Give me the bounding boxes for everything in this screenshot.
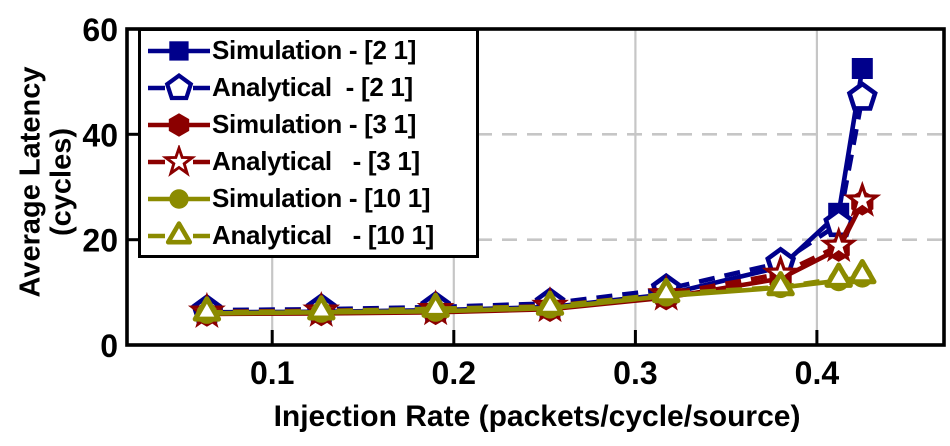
svg-text:40: 40 [82, 117, 118, 153]
legend-item-4: Simulation - [10 1] [146, 181, 476, 216]
legend-item-5: Analytical - [10 1] [146, 218, 476, 253]
y-axis-title-line1: Average Latency [14, 66, 47, 298]
legend: Simulation - [2 1] Analytical - [2 1] Simu… [138, 28, 479, 258]
svg-text:0.2: 0.2 [432, 355, 476, 391]
plot-frame [125, 27, 946, 347]
legend-label: Analytical - [2 1] [212, 72, 413, 102]
svg-text:20: 20 [82, 223, 118, 259]
legend-label: Analytical - [10 1] [212, 220, 435, 250]
legend-marker-circle [148, 188, 210, 209]
y-axis-title: Average Latency (cycles) [14, 66, 77, 298]
legend-marker-square [148, 40, 210, 61]
legend-marker-triangle [148, 220, 210, 245]
y-axis-title-line2: (cycles) [45, 127, 77, 237]
svg-text:0.1: 0.1 [250, 355, 294, 391]
x-tick-labels: 0.1 0.2 0.3 0.4 [250, 355, 839, 391]
legend-item-0: Simulation - [2 1] [146, 33, 476, 68]
legend-marker-star [148, 144, 210, 177]
legend-item-3: Analytical - [3 1] [146, 144, 476, 179]
svg-text:60: 60 [82, 12, 118, 48]
legend-marker-hexagon [148, 112, 210, 137]
legend-label: Analytical - [3 1] [212, 146, 420, 176]
series-5 [192, 259, 877, 322]
svg-text:0.3: 0.3 [613, 355, 657, 391]
legend-label: Simulation - [2 1] [212, 35, 417, 65]
y-tick-labels: 0 20 40 60 [82, 12, 118, 364]
legend-label: Simulation - [10 1] [212, 183, 431, 213]
legend-marker-pentagon [148, 72, 210, 100]
legend-item-2: Simulation - [3 1] [146, 107, 476, 142]
svg-text:0: 0 [100, 328, 118, 364]
legend-label: Simulation - [3 1] [212, 109, 417, 139]
x-axis-title: Injection Rate (packets/cycle/source) [273, 400, 801, 433]
legend-item-1: Analytical - [2 1] [146, 70, 476, 105]
svg-text:0.4: 0.4 [795, 355, 840, 391]
